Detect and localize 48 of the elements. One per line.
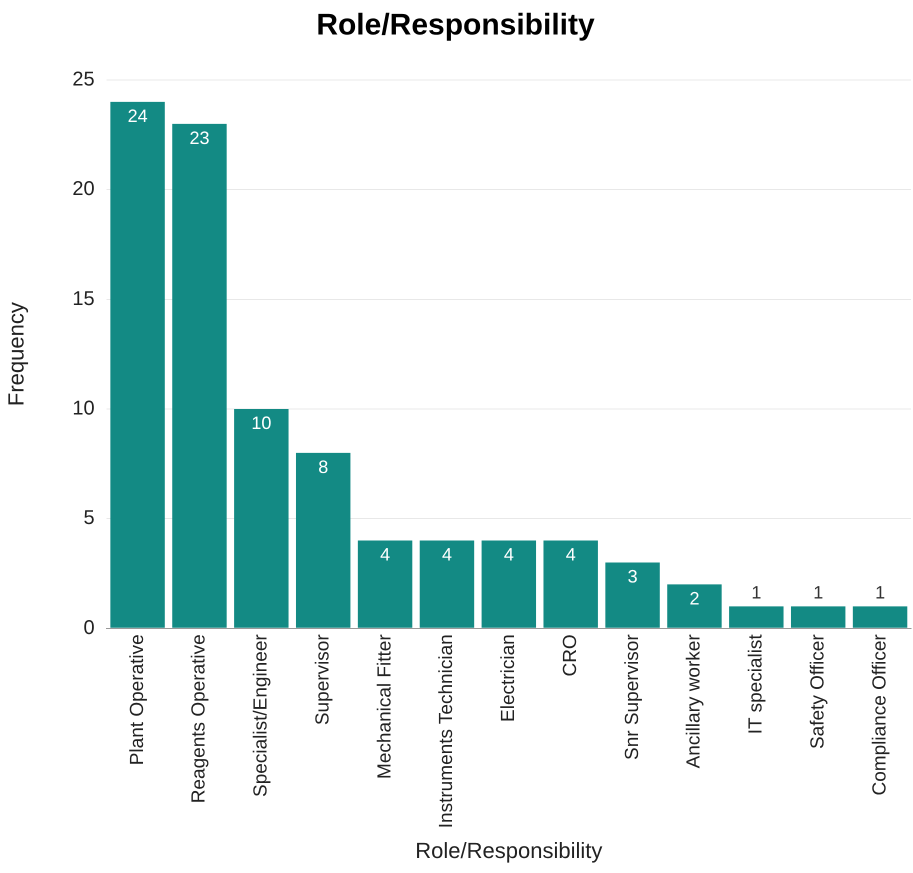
bar <box>296 452 350 628</box>
data-label: 1 <box>875 582 886 602</box>
bar <box>605 562 660 628</box>
bar <box>729 606 784 628</box>
data-label: 8 <box>318 456 328 477</box>
y-tick-label: 5 <box>84 507 95 530</box>
data-label: 1 <box>813 582 824 602</box>
y-tick-label: 20 <box>72 178 95 200</box>
bar <box>172 124 227 628</box>
bar <box>110 102 165 628</box>
data-label: 10 <box>251 412 272 433</box>
bar <box>667 584 722 628</box>
bar <box>852 606 908 628</box>
x-tick-label: Supervisor <box>312 634 334 726</box>
x-tick-label: Safety Officer <box>807 634 828 750</box>
bar <box>790 606 846 628</box>
bar <box>358 540 412 628</box>
data-label: 4 <box>504 544 514 565</box>
x-tick-label: Compliance Officer <box>869 634 890 796</box>
y-tick-label: 25 <box>72 68 95 91</box>
data-label: 1 <box>751 582 762 602</box>
x-tick-label: Plant Operative <box>126 634 148 766</box>
bar <box>420 540 474 628</box>
x-tick-label: Specialist/Engineer <box>250 634 272 797</box>
x-tick-label: CRO <box>560 634 581 677</box>
bar <box>234 408 289 628</box>
x-tick-label: Electrician <box>498 634 520 722</box>
data-label: 2 <box>689 588 700 608</box>
x-tick-label: Reagents Operative <box>188 634 210 804</box>
x-tick-label: Mechanical Fitter <box>374 634 396 779</box>
y-tick-label: 0 <box>84 616 95 639</box>
bar <box>482 540 536 628</box>
data-label: 24 <box>128 106 148 126</box>
x-tick-label: Ancillary worker <box>684 634 705 768</box>
y-tick-label: 15 <box>72 288 95 310</box>
x-tick-label: Instruments Technician <box>436 634 458 828</box>
data-label: 4 <box>380 544 390 565</box>
data-label: 4 <box>566 544 576 565</box>
data-label: 3 <box>628 566 638 586</box>
x-tick-label: Snr Supervisor <box>622 634 643 760</box>
x-axis-title: Role/Responsibility <box>415 838 602 863</box>
y-axis-title: Frequency <box>3 302 28 406</box>
data-label: 23 <box>189 128 210 148</box>
y-tick-label: 10 <box>72 397 95 420</box>
chart-title: Role/Responsibility <box>316 8 595 42</box>
x-tick-label: IT specialist <box>746 634 767 734</box>
data-label: 4 <box>442 544 452 565</box>
bar <box>543 540 598 628</box>
